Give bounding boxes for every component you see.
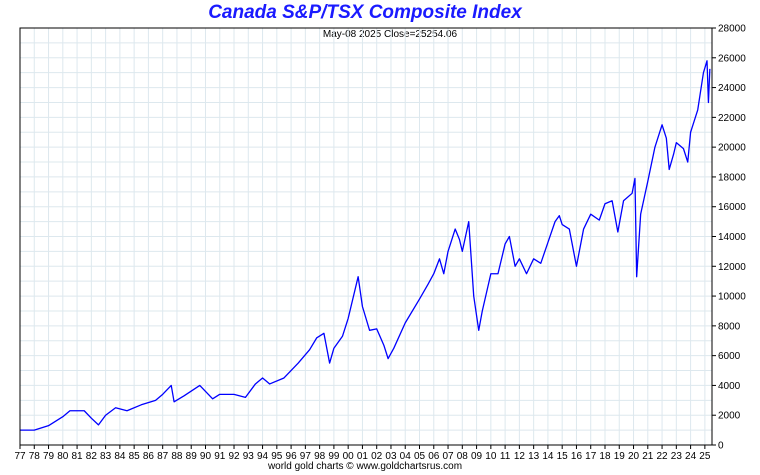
x-tick-label: 12 [514,451,526,462]
x-tick-label: 09 [471,451,483,462]
x-tick-label: 17 [585,451,597,462]
x-tick-label: 04 [400,451,412,462]
y-tick-label: 18000 [718,172,746,183]
x-tick-label: 05 [414,451,426,462]
x-tick-label: 14 [542,451,554,462]
x-tick-label: 88 [171,451,183,462]
x-tick-label: 19 [614,451,626,462]
x-tick-label: 24 [685,451,697,462]
x-tick-label: 80 [57,451,69,462]
y-axis: 0 2000 4000 6000 8000 10000 12000 14000 16000 180… [712,24,746,452]
chart-subtitle: May-08 2025 Close=25254.06 [322,29,458,40]
x-tick-label: 00 [343,451,355,462]
grid-lines [19,27,712,446]
x-tick-label: 86 [143,451,155,462]
x-tick-label: 82 [86,451,98,462]
x-tick-label: 25 [699,451,711,462]
x-tick-label: 11 [500,451,511,462]
series-line [20,60,711,431]
x-tick-label: 16 [571,451,583,462]
x-axis: 77 78 79 80 81 82 83 84 85 86 87 88 89 90 91 92 93 94 95 96… [14,445,711,462]
x-tick-label: 15 [557,451,569,462]
y-tick-label: 24000 [718,83,746,94]
x-tick-label: 07 [442,451,454,462]
x-tick-label: 03 [385,451,397,462]
x-tick-label: 94 [257,451,269,462]
x-tick-label: 81 [72,451,84,462]
x-tick-label: 93 [243,451,255,462]
x-tick-label: 98 [314,451,326,462]
x-tick-label: 96 [286,451,298,462]
y-tick-label: 26000 [718,53,746,64]
y-tick-label: 4000 [718,381,741,392]
x-tick-label: 77 [14,451,26,462]
x-tick-label: 92 [228,451,240,462]
y-tick-label: 14000 [718,232,746,243]
chart-footer: world gold charts © www.goldchartsrus.co… [267,461,463,472]
x-tick-label: 87 [157,451,169,462]
y-tick-label: 28000 [718,24,746,35]
x-tick-label: 99 [328,451,340,462]
x-tick-label: 95 [271,451,283,462]
x-tick-label: 90 [200,451,212,462]
y-tick-label: 16000 [718,202,746,213]
y-tick-label: 0 [718,441,724,452]
x-tick-label: 89 [186,451,198,462]
x-tick-label: 22 [656,451,668,462]
x-tick-label: 13 [528,451,540,462]
x-tick-label: 01 [357,451,369,462]
x-tick-label: 79 [43,451,55,462]
x-tick-label: 97 [300,451,312,462]
x-tick-label: 02 [371,451,383,462]
series-group [20,60,711,431]
y-tick-label: 6000 [718,351,741,362]
x-tick-label: 08 [457,451,469,462]
x-tick-label: 06 [428,451,440,462]
y-tick-label: 10000 [718,292,746,303]
x-tick-label: 18 [599,451,611,462]
x-tick-label: 21 [642,451,654,462]
x-tick-label: 78 [29,451,41,462]
x-tick-label: 91 [214,451,226,462]
y-tick-label: 20000 [718,143,746,154]
x-tick-label: 20 [628,451,640,462]
x-tick-label: 83 [100,451,112,462]
y-tick-label: 2000 [718,411,741,422]
x-tick-label: 23 [671,451,683,462]
y-tick-label: 22000 [718,113,746,124]
chart-title: Canada S&P/TSX Composite Index [208,2,522,23]
y-tick-label: 12000 [718,262,746,273]
y-tick-label: 8000 [718,321,741,332]
x-tick-label: 10 [485,451,497,462]
x-tick-label: 84 [114,451,126,462]
x-tick-label: 85 [129,451,141,462]
